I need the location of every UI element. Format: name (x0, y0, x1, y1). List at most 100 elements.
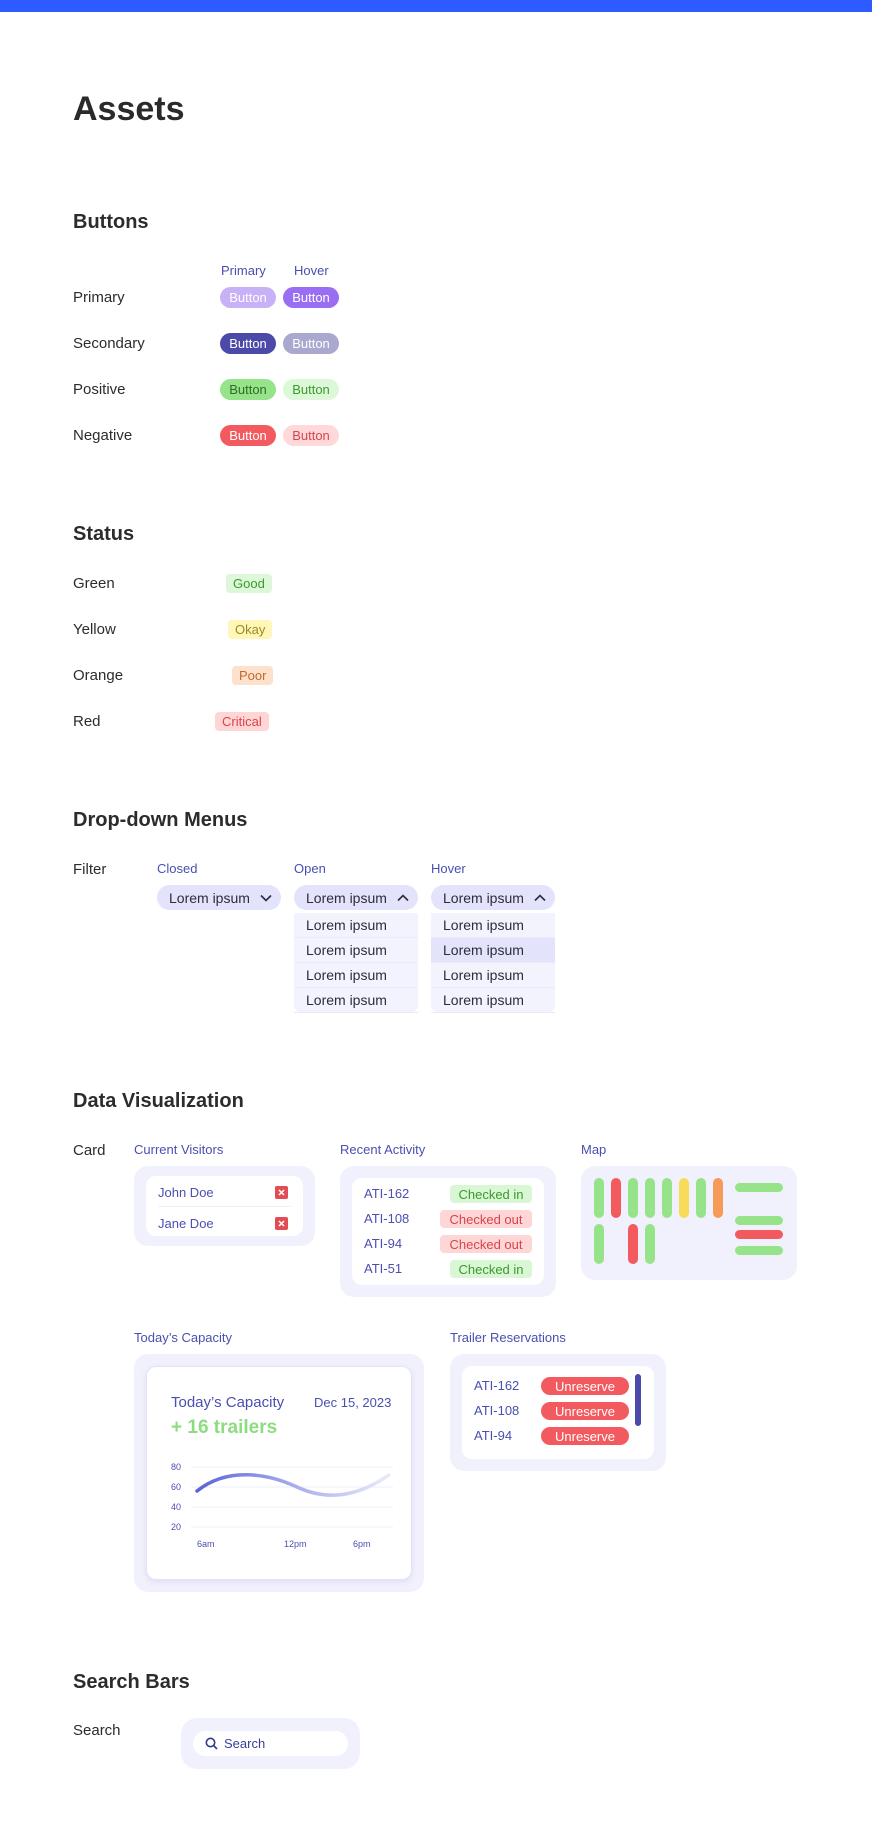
y-tick-label: 80 (171, 1462, 181, 1472)
positive-button-hover[interactable]: Button (283, 379, 339, 400)
primary-button-hover[interactable]: Button (283, 287, 339, 308)
map-bay[interactable] (713, 1178, 723, 1218)
capacity-date: Dec 15, 2023 (314, 1395, 392, 1410)
status-label-yellow: Yellow (73, 621, 116, 638)
buttons-section-title: Buttons (73, 211, 149, 233)
dropdown-option[interactable]: Lorem ipsum (431, 988, 555, 1013)
search-row-label: Search (73, 1722, 121, 1739)
map-bay[interactable] (662, 1178, 672, 1218)
reservations-list: ATI-162 Unreserve ATI-108 Unreserve ATI-… (462, 1366, 654, 1459)
reservations-card: ATI-162 Unreserve ATI-108 Unreserve ATI-… (450, 1354, 666, 1471)
activity-id: ATI-94 (364, 1236, 403, 1251)
map-card-title: Map (581, 1142, 607, 1157)
capacity-line (195, 1473, 391, 1497)
dropdown-col-hover: Hover (431, 861, 466, 876)
dropdown-option[interactable]: Lorem ipsum (431, 963, 555, 988)
row-label-positive: Positive (73, 381, 126, 398)
dataviz-row-label: Card (73, 1142, 106, 1159)
row-label-secondary: Secondary (73, 335, 145, 352)
activity-id: ATI-108 (364, 1211, 410, 1226)
visitors-list: John Doe Jane Doe (146, 1176, 303, 1236)
status-label-orange: Orange (73, 667, 124, 684)
status-badge-poor: Poor (232, 666, 274, 685)
scrollbar[interactable] (635, 1374, 641, 1426)
activity-list: ATI-162 Checked in ATI-108 Checked out A… (352, 1178, 544, 1285)
status-badge-checked-out: Checked out (440, 1235, 532, 1253)
dropdown-col-closed: Closed (157, 861, 198, 876)
dropdown-value: Lorem ipsum (306, 889, 387, 906)
reservation-id: ATI-162 (474, 1378, 520, 1393)
visitor-name: Jane Doe (158, 1216, 214, 1231)
dropdown-option[interactable]: Lorem ipsum (294, 963, 418, 988)
dropdown-option[interactable]: Lorem ipsum (294, 938, 418, 963)
dropdown-open[interactable]: Lorem ipsum (294, 885, 418, 910)
dropdowns-section-title: Drop-down Menus (73, 809, 248, 831)
remove-visitor-icon[interactable] (275, 1186, 288, 1199)
search-input[interactable]: Search (193, 1731, 348, 1756)
map-bay[interactable] (696, 1178, 706, 1218)
map-lane[interactable] (735, 1246, 783, 1255)
remove-visitor-icon[interactable] (275, 1217, 288, 1230)
map-bay[interactable] (645, 1178, 655, 1218)
status-badge-okay: Okay (228, 620, 273, 639)
chevron-up-icon (534, 893, 546, 901)
capacity-panel: Today’s Capacity Dec 15, 2023 + 16 trail… (146, 1366, 412, 1580)
y-tick-label: 60 (171, 1482, 181, 1492)
map-bay[interactable] (679, 1178, 689, 1218)
dropdown-open-list: Lorem ipsum Lorem ipsum Lorem ipsum Lore… (294, 913, 418, 1013)
map-lane[interactable] (735, 1230, 783, 1239)
dropdown-hover-list: Lorem ipsum Lorem ipsum Lorem ipsum Lore… (431, 913, 555, 1013)
primary-button[interactable]: Button (220, 287, 276, 308)
search-placeholder: Search (224, 1736, 266, 1751)
map-lane[interactable] (735, 1216, 783, 1225)
capacity-headline: + 16 trailers (171, 1417, 278, 1438)
dropdown-closed[interactable]: Lorem ipsum (157, 885, 281, 910)
chevron-down-icon (260, 894, 272, 902)
activity-id: ATI-162 (364, 1186, 410, 1201)
visitors-card-title: Current Visitors (134, 1142, 224, 1157)
page-title: Assets (73, 90, 185, 128)
status-label-green: Green (73, 575, 115, 592)
status-badge-good: Good (226, 574, 272, 593)
dataviz-section-title: Data Visualization (73, 1090, 244, 1112)
dropdown-hover[interactable]: Lorem ipsum (431, 885, 555, 910)
secondary-button-hover[interactable]: Button (283, 333, 339, 354)
dropdown-option[interactable]: Lorem ipsum (431, 913, 555, 938)
activity-card: ATI-162 Checked in ATI-108 Checked out A… (340, 1166, 556, 1297)
row-label-negative: Negative (73, 427, 133, 444)
search-section-title: Search Bars (73, 1671, 190, 1693)
y-tick-label: 20 (171, 1522, 181, 1532)
unreserve-button[interactable]: Unreserve (541, 1402, 629, 1420)
map-bay[interactable] (594, 1178, 604, 1218)
status-section-title: Status (73, 523, 135, 545)
secondary-button[interactable]: Button (220, 333, 276, 354)
map-bay[interactable] (628, 1224, 638, 1264)
unreserve-button[interactable]: Unreserve (541, 1427, 629, 1445)
search-icon (205, 1737, 218, 1750)
negative-button[interactable]: Button (220, 425, 276, 446)
buttons-col-hover: Hover (294, 263, 329, 278)
map-lane[interactable] (735, 1183, 783, 1192)
visitor-name: John Doe (158, 1185, 214, 1200)
positive-button[interactable]: Button (220, 379, 276, 400)
dropdown-col-open: Open (294, 861, 326, 876)
map-bay[interactable] (594, 1224, 604, 1264)
dropdown-row-label: Filter (73, 861, 107, 878)
dropdown-option[interactable]: Lorem ipsum (294, 988, 418, 1013)
negative-button-hover[interactable]: Button (283, 425, 339, 446)
capacity-section-label: Today’s Capacity (134, 1330, 233, 1345)
dropdown-option-hovered[interactable]: Lorem ipsum (431, 938, 555, 963)
unreserve-button[interactable]: Unreserve (541, 1377, 629, 1395)
y-tick-label: 40 (171, 1502, 181, 1512)
top-accent-bar (0, 0, 872, 12)
search-bar-container: Search (181, 1718, 360, 1769)
buttons-col-primary: Primary (221, 263, 266, 278)
map-bay[interactable] (611, 1178, 621, 1218)
status-badge-checked-in: Checked in (450, 1260, 532, 1278)
x-tick-label: 6am (197, 1539, 215, 1549)
reservation-id: ATI-94 (474, 1428, 513, 1443)
map-bay[interactable] (645, 1224, 655, 1264)
row-label-primary: Primary (73, 289, 125, 306)
dropdown-option[interactable]: Lorem ipsum (294, 913, 418, 938)
map-bay[interactable] (628, 1178, 638, 1218)
